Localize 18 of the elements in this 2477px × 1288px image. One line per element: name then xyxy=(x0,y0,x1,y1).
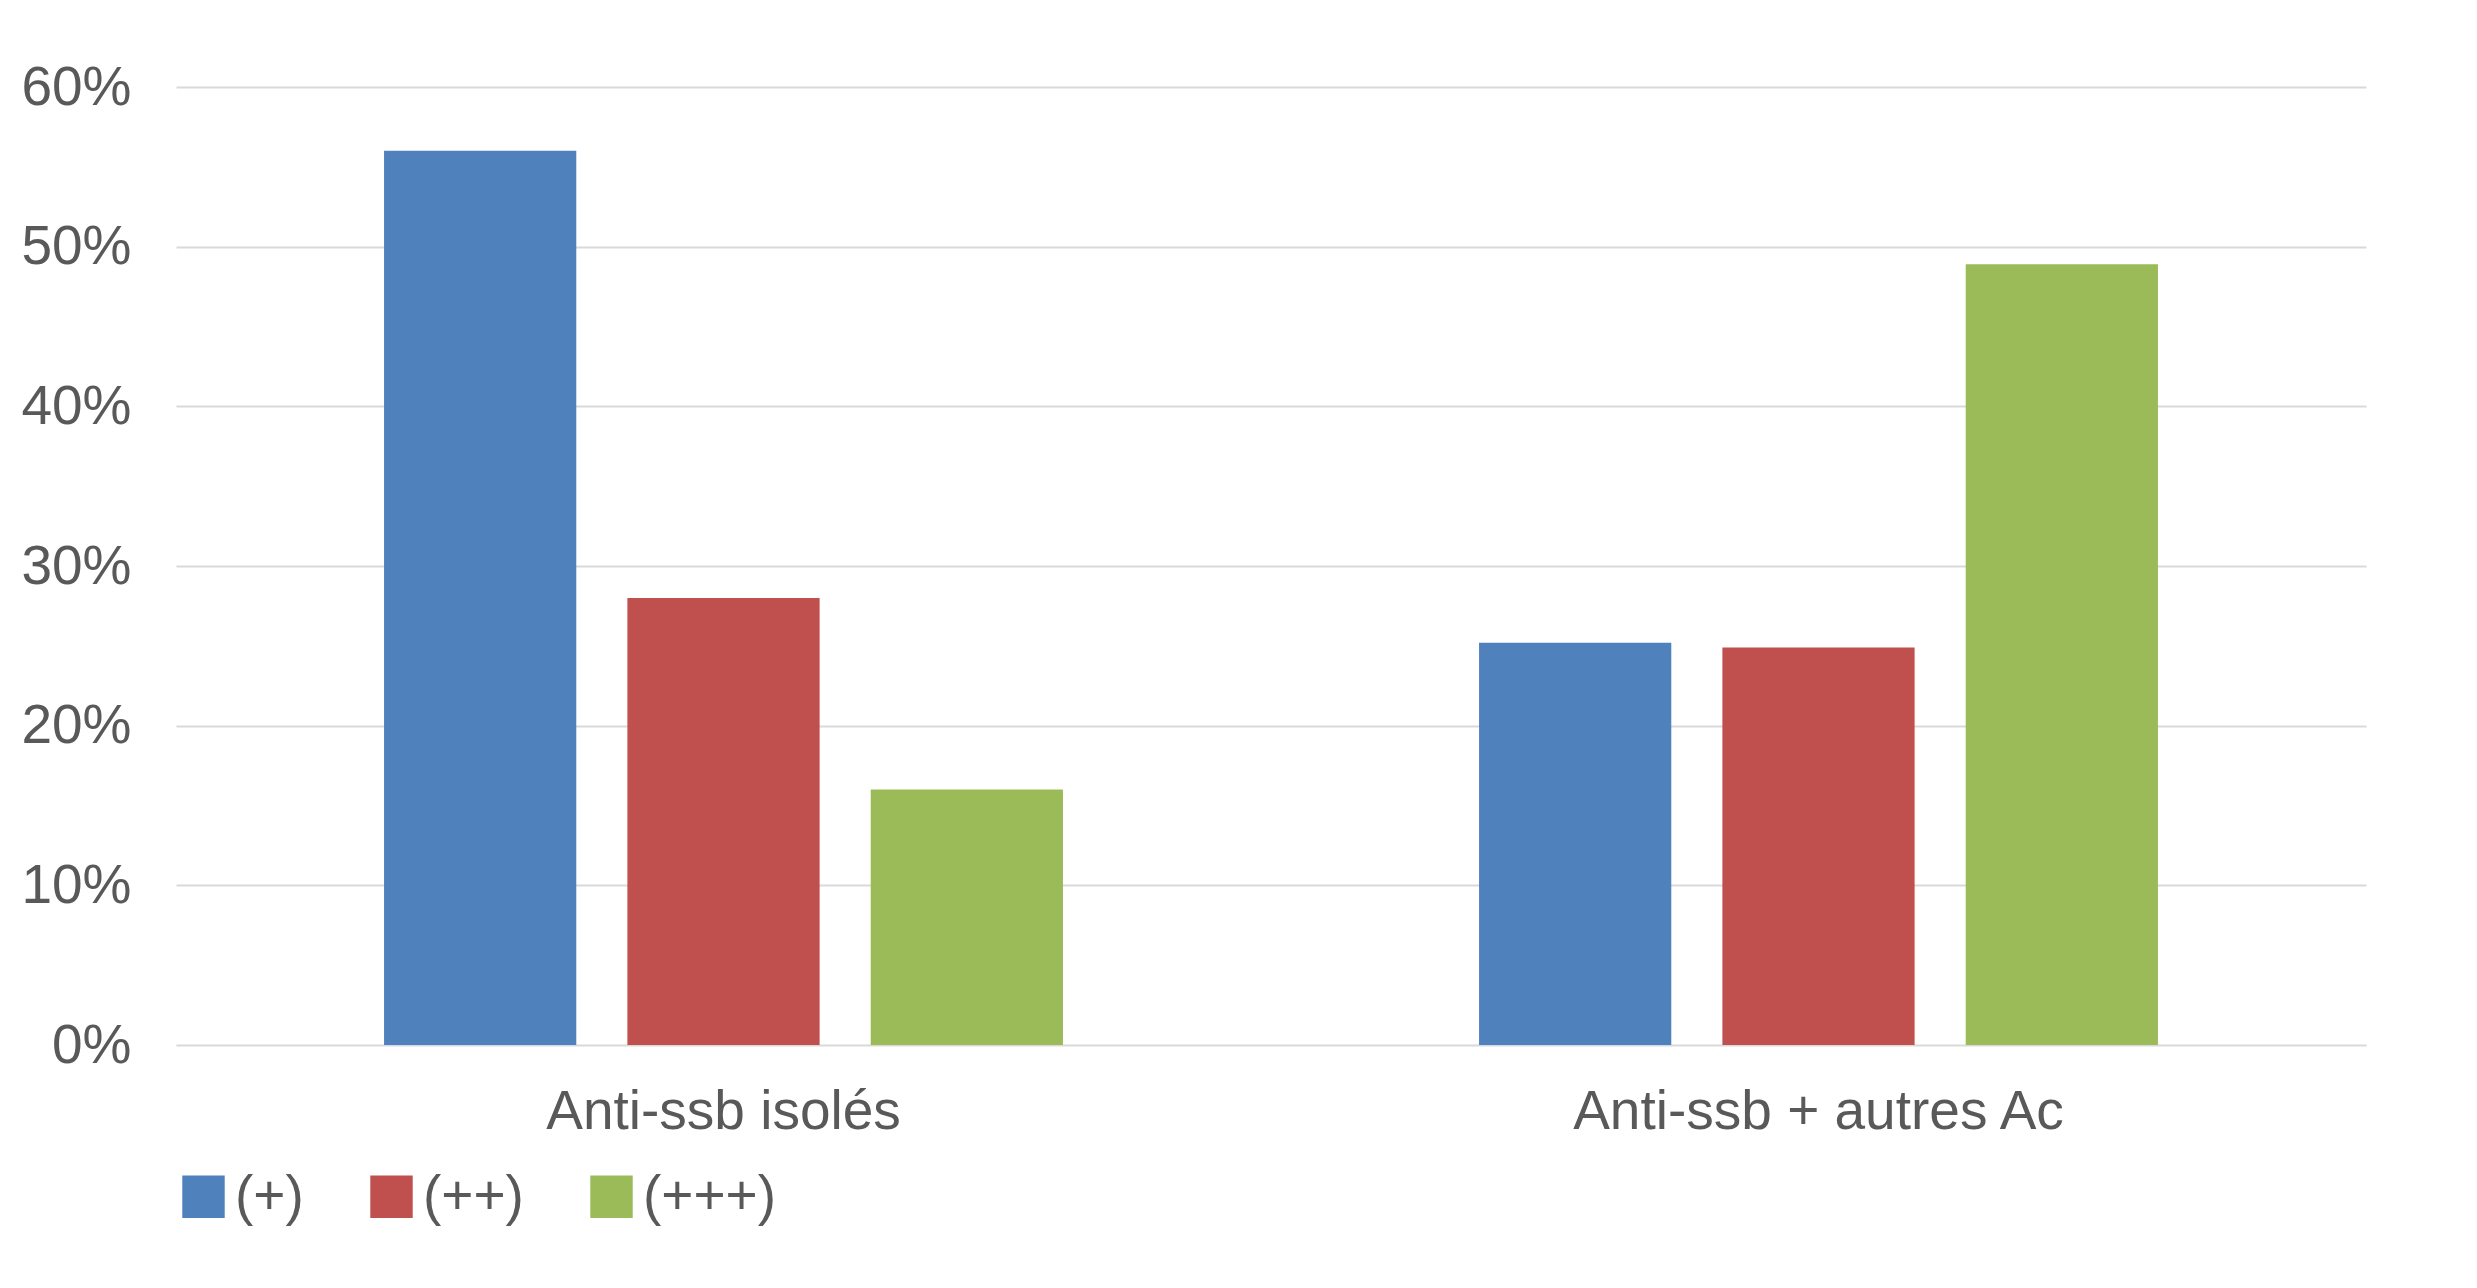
bar xyxy=(1965,264,2158,1045)
x-tick-label: Anti-ssb isolés xyxy=(546,1078,901,1141)
x-tick-label: Anti-ssb + autres Ac xyxy=(1573,1078,2064,1141)
y-tick-label: 20% xyxy=(21,693,132,756)
bar xyxy=(1722,647,1915,1045)
legend-label: (++) xyxy=(423,1163,524,1226)
bar xyxy=(870,789,1063,1045)
legend-label: (+++) xyxy=(643,1163,776,1226)
bar xyxy=(384,150,577,1045)
bar xyxy=(1479,642,1672,1045)
y-tick-label: 50% xyxy=(21,214,132,277)
y-tick-label: 30% xyxy=(21,533,132,596)
bar xyxy=(627,597,820,1045)
y-tick-label: 60% xyxy=(21,54,132,117)
y-tick-label: 40% xyxy=(21,373,132,436)
y-tick-label: 10% xyxy=(21,852,132,915)
legend-label: (+) xyxy=(235,1163,304,1226)
y-tick-label: 0% xyxy=(52,1012,132,1075)
